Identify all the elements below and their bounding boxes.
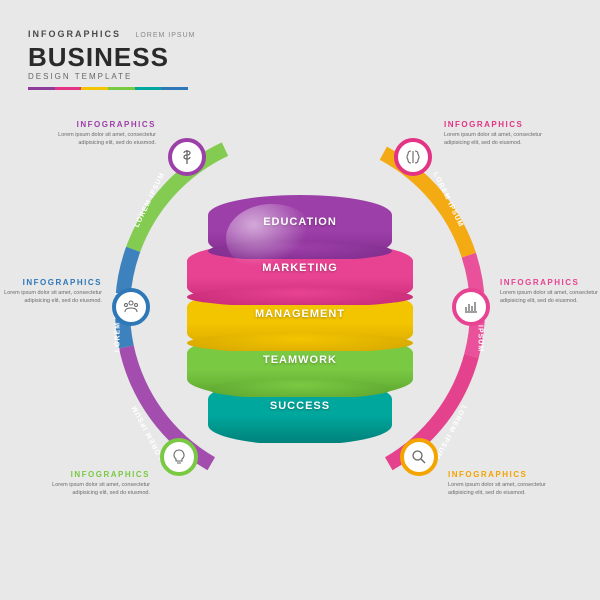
callout-title: INFOGRAPHICS [2,278,102,287]
callout-body: Lorem ipsum dolor sit amet, consectetur … [448,482,548,497]
callout: INFOGRAPHICS Lorem ipsum dolor sit amet, … [2,278,102,305]
callout-title: INFOGRAPHICS [444,120,544,129]
arc-label: LOREM IPSUM [432,171,465,228]
dollar-icon [168,138,206,176]
callout: INFOGRAPHICS Lorem ipsum dolor sit amet, … [56,120,156,147]
callout-body: Lorem ipsum dolor sit amet, consectetur … [50,482,150,497]
sphere-layer-label: EDUCATION [185,216,415,228]
sphere: EDUCATION MARKETING MANAGEMENT TEAMWORK SUCC… [185,195,415,425]
callout: INFOGRAPHICS Lorem ipsum dolor sit amet, … [50,470,150,497]
header-small: INFOGRAPHICS LOREM IPSUM [28,24,195,42]
arc-label: LOREM IPSUM [134,171,167,228]
sphere-layer-label: TEAMWORK [185,354,415,366]
people-icon [112,288,150,326]
callout-title: INFOGRAPHICS [56,120,156,129]
callout-title: INFOGRAPHICS [448,470,548,479]
header-subtitle: DESIGN TEMPLATE [28,72,195,81]
callout-body: Lorem ipsum dolor sit amet, consectetur … [56,132,156,147]
arc-label: LOREM IPSUM [433,404,468,461]
color-bar [28,87,188,90]
sphere-layer-label: MARKETING [185,262,415,274]
callout: INFOGRAPHICS Lorem ipsum dolor sit amet, … [500,278,600,305]
callout-body: Lorem ipsum dolor sit amet, consectetur … [500,290,600,305]
callout-title: INFOGRAPHICS [50,470,150,479]
callout: INFOGRAPHICS Lorem ipsum dolor sit amet, … [444,120,544,147]
chart-icon [452,288,490,326]
magnify-icon [400,438,438,476]
header: INFOGRAPHICS LOREM IPSUM BUSINESS DESIGN… [28,24,195,90]
brain-icon [394,138,432,176]
callout: INFOGRAPHICS Lorem ipsum dolor sit amet, … [448,470,548,497]
callout-title: INFOGRAPHICS [500,278,600,287]
bulb-icon [160,438,198,476]
sphere-layer-label: MANAGEMENT [185,308,415,320]
sphere-layer-label: SUCCESS [185,400,415,412]
header-title: BUSINESS [28,44,195,70]
callout-body: Lorem ipsum dolor sit amet, consectetur … [444,132,544,147]
callout-body: Lorem ipsum dolor sit amet, consectetur … [2,290,102,305]
